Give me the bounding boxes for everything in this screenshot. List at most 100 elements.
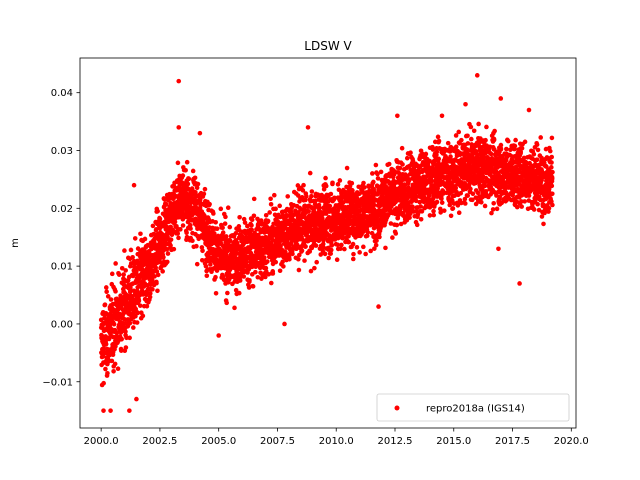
y-tick-label: 0.03: [51, 146, 73, 157]
data-point: [549, 165, 554, 170]
data-point: [130, 254, 135, 260]
data-point: [148, 291, 153, 296]
data-point: [323, 175, 328, 181]
data-point: [445, 140, 451, 146]
data-point: [134, 269, 139, 274]
data-point: [147, 294, 153, 300]
data-point: [395, 113, 400, 119]
data-point: [408, 150, 413, 156]
data-point: [165, 259, 170, 265]
data-point: [471, 128, 477, 134]
data-point: [251, 213, 257, 219]
data-point: [109, 358, 115, 364]
data-point: [255, 274, 261, 280]
data-point: [122, 248, 127, 253]
data-point: [190, 238, 195, 243]
data-point: [119, 266, 125, 271]
data-point: [304, 194, 309, 199]
data-point: [258, 218, 264, 223]
y-tick-label: 0.00: [51, 319, 73, 330]
data-point: [313, 243, 319, 248]
data-point: [361, 244, 366, 250]
data-point: [123, 329, 128, 334]
data-point: [400, 162, 405, 167]
data-point: [227, 224, 233, 230]
data-point: [185, 181, 191, 187]
data-point: [118, 348, 124, 353]
data-point: [237, 227, 242, 233]
data-point: [393, 231, 399, 236]
data-point: [535, 147, 541, 153]
data-point: [150, 268, 156, 274]
data-point: [323, 183, 329, 189]
data-point: [150, 223, 156, 229]
data-point: [273, 259, 279, 265]
data-point: [479, 199, 484, 205]
data-point: [394, 222, 400, 228]
data-point: [233, 230, 239, 236]
y-tick-label: 0.02: [51, 204, 73, 215]
data-point: [101, 380, 106, 386]
data-point: [283, 249, 288, 255]
data-point: [312, 205, 318, 211]
data-point: [101, 345, 107, 351]
data-point: [128, 247, 134, 253]
data-point: [111, 321, 117, 327]
data-point: [113, 289, 118, 294]
data-point: [150, 287, 155, 292]
data-point: [132, 236, 138, 241]
data-point: [496, 246, 501, 252]
data-point: [505, 138, 511, 144]
data-point: [197, 130, 203, 136]
data-point: [184, 234, 190, 240]
data-point: [308, 268, 314, 274]
data-point: [197, 197, 203, 203]
data-point: [241, 216, 247, 222]
data-point: [337, 178, 343, 183]
data-point: [134, 320, 140, 325]
data-point: [546, 205, 552, 211]
data-point: [436, 138, 442, 144]
data-point: [224, 300, 229, 306]
data-point: [476, 121, 481, 127]
data-point: [307, 170, 313, 176]
data-point: [534, 157, 540, 163]
data-point: [213, 219, 218, 225]
data-point: [383, 245, 388, 251]
data-point: [326, 255, 331, 261]
x-tick-label: 2002.5: [142, 436, 177, 447]
data-point: [127, 408, 132, 413]
data-point: [115, 366, 121, 372]
data-point: [321, 186, 327, 192]
data-point: [550, 169, 555, 175]
data-point: [175, 231, 181, 236]
data-point: [491, 137, 497, 143]
data-point: [522, 139, 528, 145]
data-point: [103, 285, 109, 290]
data-point: [165, 251, 171, 256]
data-point: [320, 216, 325, 221]
data-point: [223, 234, 229, 239]
data-point: [547, 148, 553, 154]
data-point: [262, 255, 267, 260]
data-point: [549, 154, 555, 160]
data-point: [142, 236, 148, 242]
data-point: [144, 303, 150, 309]
data-point: [549, 176, 555, 182]
data-point: [468, 186, 473, 192]
data-point: [303, 244, 308, 249]
data-point: [123, 345, 129, 350]
data-point: [204, 273, 210, 279]
data-point: [218, 206, 224, 212]
data-point: [549, 135, 555, 141]
data-point: [549, 160, 554, 165]
data-point: [330, 180, 335, 186]
data-point: [176, 235, 181, 241]
data-point: [448, 213, 454, 219]
data-point: [370, 171, 375, 176]
data-point: [320, 241, 326, 247]
data-point: [314, 259, 319, 265]
data-point: [155, 288, 160, 294]
data-point: [108, 408, 113, 413]
data-point: [183, 168, 188, 173]
